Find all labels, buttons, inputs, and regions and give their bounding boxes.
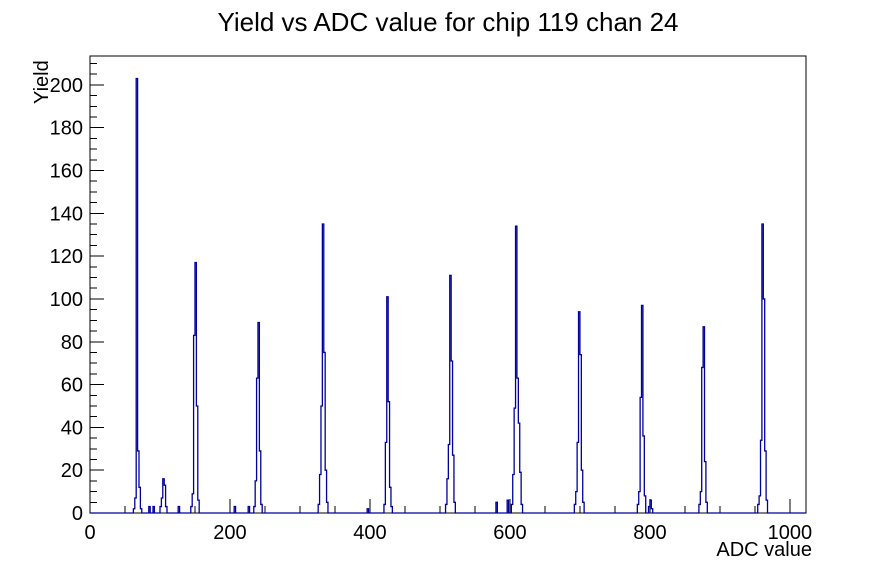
y-axis-title: Yield — [31, 60, 53, 104]
x-tick-label: 1000 — [768, 522, 813, 544]
y-tick-label: 20 — [61, 460, 83, 482]
tick-labels: 0 200 400 600 800 1000 0 20 40 60 80 100 120 140 160 18… — [50, 75, 813, 544]
frame-rect — [89, 55, 807, 514]
y-tick-label: 60 — [61, 375, 83, 397]
y-tick-label: 140 — [50, 203, 83, 225]
x-axis-title: ADC value — [716, 539, 812, 561]
y-tick-label: 0 — [72, 503, 83, 525]
x-tick-label: 0 — [84, 522, 95, 544]
y-tick-label: 100 — [50, 289, 83, 311]
y-tick-label: 120 — [50, 246, 83, 268]
chart-title: Yield vs ADC value for chip 119 chan 24 — [217, 7, 678, 37]
plot-frame — [89, 55, 807, 514]
y-tick-label: 180 — [50, 118, 83, 140]
x-tick-label: 400 — [353, 522, 386, 544]
histogram-line — [90, 77, 806, 514]
x-tick-label: 800 — [633, 522, 666, 544]
y-tick-label: 160 — [50, 161, 83, 183]
x-tick-label: 600 — [493, 522, 526, 544]
x-tick-label: 200 — [213, 522, 246, 544]
y-tick-label: 40 — [61, 417, 83, 439]
y-tick-label: 200 — [50, 75, 83, 97]
y-tick-label: 80 — [61, 332, 83, 354]
